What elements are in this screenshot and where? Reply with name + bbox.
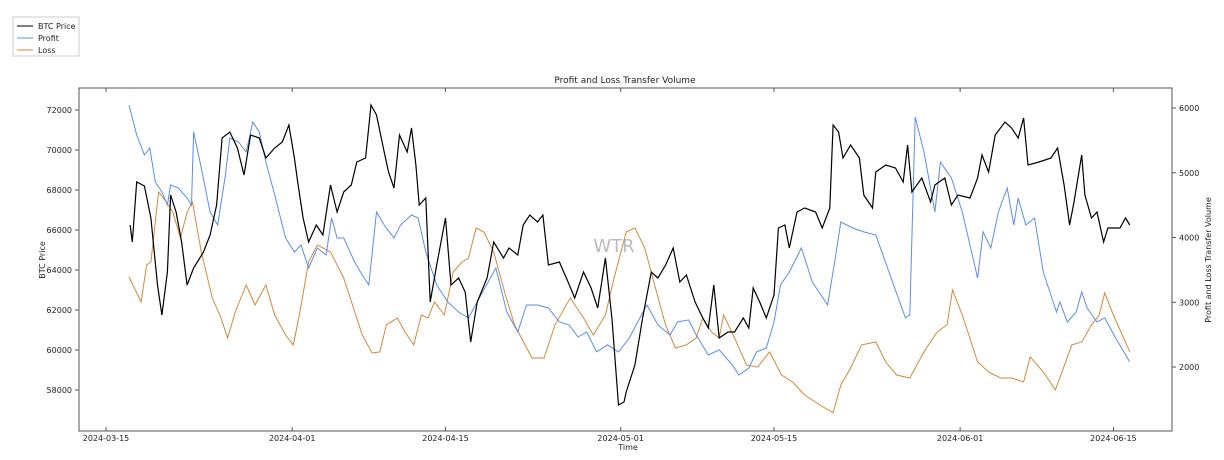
- x-axis-label: Time: [617, 443, 638, 452]
- plot-frame: [78, 87, 1173, 432]
- y-left-tick-label: 62000: [47, 306, 72, 315]
- y-axis-left-label: BTC Price: [38, 241, 47, 279]
- y-left-tick-label: 58000: [47, 386, 72, 395]
- chart-title: Profit and Loss Transfer Volume: [554, 76, 696, 86]
- x-tick-label: 2024-04-01: [269, 434, 316, 443]
- x-tick-label: 2024-03-15: [83, 434, 130, 443]
- legend-label-loss: Loss: [38, 46, 56, 55]
- watermark: WTR: [593, 236, 634, 257]
- series-line-profit: [128, 104, 1131, 376]
- legend-label-profit: Profit: [38, 34, 59, 43]
- y-right-tick-label: 3000: [1179, 298, 1199, 307]
- y-right-tick-label: 4000: [1179, 234, 1199, 243]
- legend: BTC Price Profit Loss: [12, 16, 80, 57]
- y-left-tick-label: 66000: [47, 226, 72, 235]
- y-left-tick-label: 70000: [47, 146, 72, 155]
- y-right-tick-label: 6000: [1179, 104, 1199, 113]
- x-tick-label: 2024-06-01: [937, 434, 984, 443]
- y-right-tick-label: 2000: [1179, 363, 1199, 372]
- series-line-btc-price: [129, 103, 1131, 406]
- y-left-tick-label: 72000: [47, 106, 72, 115]
- x-tick-label: 2024-04-15: [422, 434, 469, 443]
- y-axis-right-label: Profit and Loss Transfer Volume: [1204, 197, 1213, 323]
- x-tick-label: 2024-05-01: [597, 434, 644, 443]
- y-left-tick-label: 68000: [47, 186, 72, 195]
- y-left-tick-label: 64000: [47, 266, 72, 275]
- x-tick-label: 2024-06-15: [1090, 434, 1137, 443]
- series-line-loss: [128, 190, 1131, 414]
- x-tick-label: 2024-05-15: [751, 434, 798, 443]
- y-left-tick-label: 60000: [47, 346, 72, 355]
- y-right-tick-label: 5000: [1179, 169, 1199, 178]
- legend-label-btc: BTC Price: [38, 22, 76, 31]
